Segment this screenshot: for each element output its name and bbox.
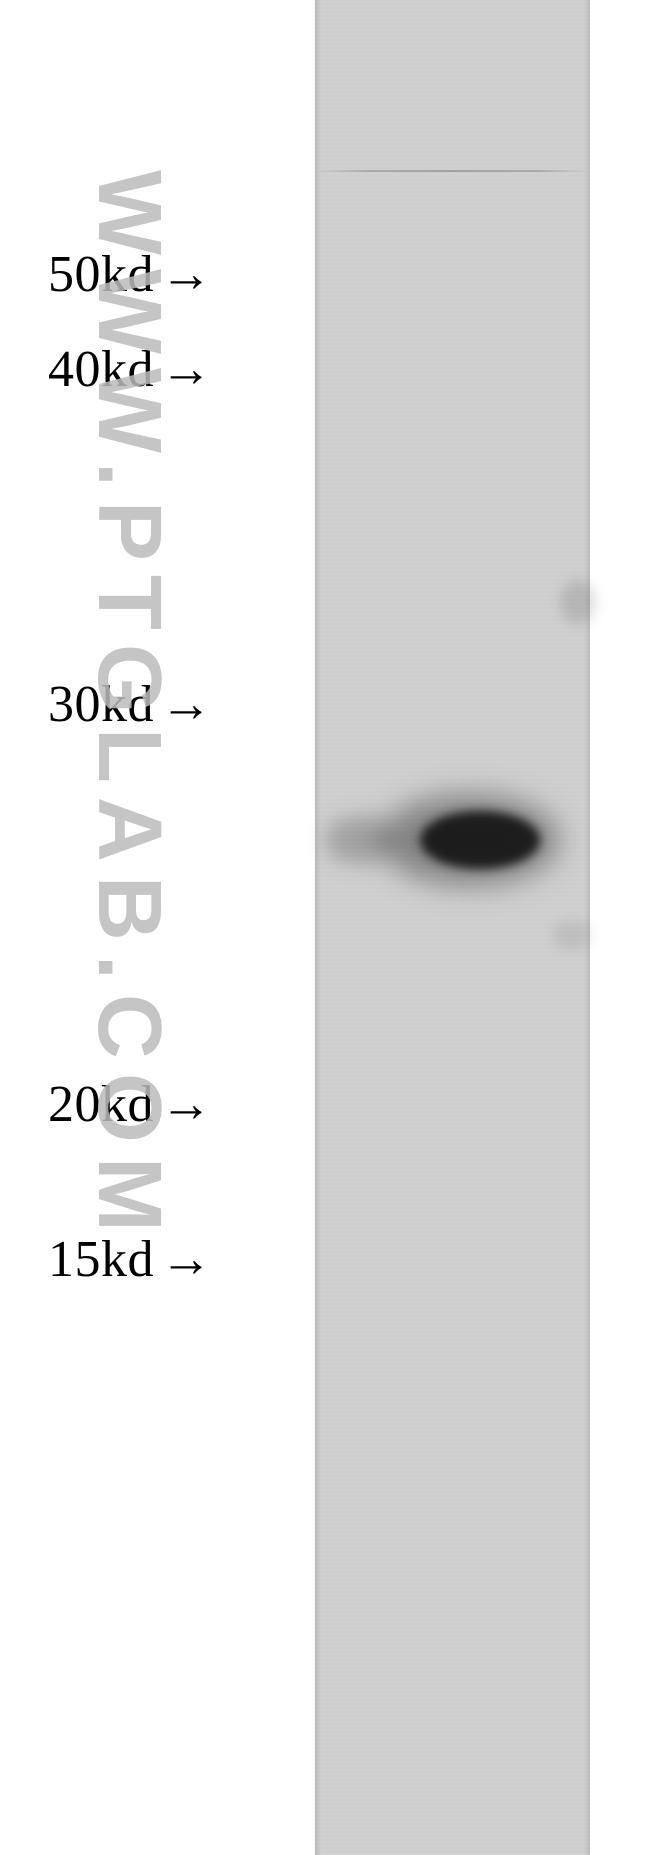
band-core [420, 811, 540, 869]
arrow-right-icon: → [160, 340, 212, 399]
arrow-right-icon: → [160, 1230, 212, 1289]
mw-label: 50kd [48, 245, 154, 304]
blot-lane [315, 0, 590, 1855]
blot-canvas: 50kd → 40kd → 30kd → 20kd → 15kd → WWW.P… [0, 0, 650, 1855]
mw-label: 20kd [48, 1075, 154, 1134]
mw-marker-20kd: 20kd → [48, 1075, 212, 1134]
mw-marker-30kd: 30kd → [48, 675, 212, 734]
arrow-right-icon: → [160, 675, 212, 734]
lane-crease [315, 170, 590, 172]
mw-marker-50kd: 50kd → [48, 245, 212, 304]
arrow-right-icon: → [160, 245, 212, 304]
band-bleed [325, 816, 395, 864]
mw-marker-40kd: 40kd → [48, 340, 212, 399]
mw-label: 30kd [48, 675, 154, 734]
arrow-right-icon: → [160, 1075, 212, 1134]
mw-label: 40kd [48, 340, 154, 399]
lane-edge-left [315, 0, 321, 1855]
mw-label: 15kd [48, 1230, 154, 1289]
smudge-1 [560, 580, 596, 624]
smudge-2 [552, 920, 592, 950]
mw-marker-15kd: 15kd → [48, 1230, 212, 1289]
